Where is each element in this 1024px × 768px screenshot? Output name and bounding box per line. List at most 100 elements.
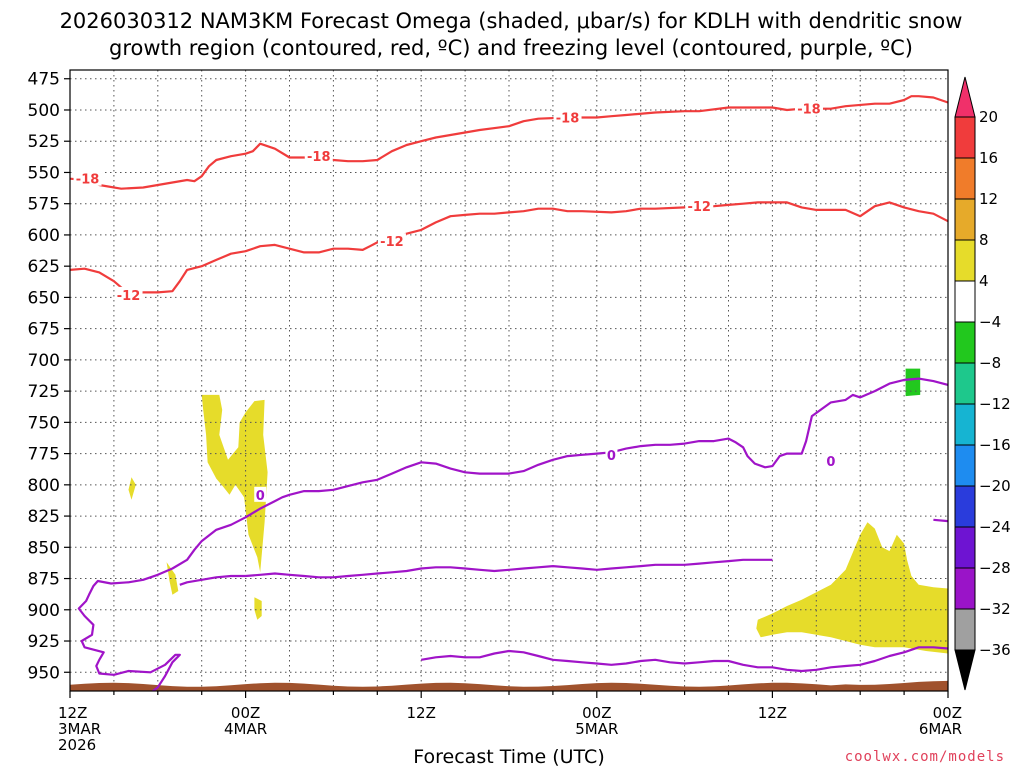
y-tick-label: 625	[28, 257, 60, 277]
contour-label: -12	[117, 289, 141, 304]
contour-label-bg	[304, 148, 333, 164]
contour-label: -18	[556, 111, 580, 126]
y-tick-label: 525	[28, 132, 60, 152]
colorbar-swatch	[954, 444, 976, 487]
y-tick-label: 550	[28, 163, 60, 183]
x-tick-label: 00Z	[582, 704, 611, 722]
x-tick-label: 3MAR	[58, 720, 101, 738]
x-tick-label: 12Z	[407, 704, 436, 722]
contour-line	[179, 558, 773, 586]
contour-line	[70, 201, 948, 295]
contour-line	[421, 646, 948, 673]
contour-label: -12	[687, 200, 711, 215]
omega-shading	[128, 368, 948, 654]
colorbar-swatch	[954, 485, 976, 528]
chart-title-line2: growth region (contoured, red, ºC) and f…	[109, 36, 913, 60]
x-tick-label: 5MAR	[575, 720, 618, 738]
plot-area: -18 -18 -18 -18 -12 -12 -12 0 0 0	[69, 69, 949, 692]
colorbar-swatch	[954, 157, 976, 200]
colorbar-tick-label: 16	[979, 149, 998, 167]
colorbar-tick-label: −20	[979, 477, 1011, 495]
x-tick-label: 12Z	[58, 704, 87, 722]
colorbar-tick-label: −16	[979, 436, 1011, 454]
colorbar-tick-label: 20	[979, 108, 998, 126]
site-credit: coolwx.com/models	[845, 749, 1005, 765]
contour-label: 0	[607, 449, 616, 464]
colorbar-tick-label: −36	[979, 641, 1011, 659]
colorbar-swatch	[954, 526, 976, 569]
chart-title-line1: 2026030312 NAM3KM Forecast Omega (shaded…	[60, 9, 963, 33]
x-tick-label: 12Z	[758, 704, 787, 722]
terrain	[70, 680, 948, 691]
y-tick-label: 875	[28, 570, 60, 590]
y-tick-label: 725	[28, 382, 60, 402]
x-tick-label: 2026	[58, 736, 96, 754]
colorbar-swatch	[954, 280, 976, 323]
contour-label: -12	[380, 235, 404, 250]
contour-label-bg	[73, 170, 102, 186]
omega-shaded-region	[905, 368, 921, 397]
y-tick-label: 850	[28, 538, 60, 558]
y-axis: 475 500 525 550 575 600 625 650 675 700 725 750 775 8…	[28, 70, 70, 683]
colorbar-swatch	[954, 362, 976, 405]
contour-label-bg	[794, 100, 823, 116]
y-tick-label: 775	[28, 445, 60, 465]
y-tick-label: 475	[28, 70, 60, 90]
contour-line	[77, 377, 948, 691]
contour-label-bg	[553, 109, 582, 125]
y-tick-label: 575	[28, 195, 60, 215]
omega-shaded-region	[201, 394, 268, 573]
colorbar-tick-label: −24	[979, 518, 1011, 536]
colorbar-top-arrow	[954, 76, 976, 118]
colorbar-swatch	[954, 403, 976, 446]
colorbar-tick-label: 12	[979, 190, 998, 208]
colorbar-tick-label: 8	[979, 231, 989, 249]
contour-line	[933, 518, 948, 523]
x-tick-label: 6MAR	[919, 720, 962, 738]
contours: -18 -18 -18 -18 -12 -12 -12 0 0 0	[70, 95, 948, 691]
colorbar-tick-label: −12	[979, 395, 1011, 413]
contour-label-bg	[377, 233, 406, 249]
colorbar-swatch	[954, 239, 976, 282]
contour-label-bg	[685, 198, 714, 214]
y-tick-label: 500	[28, 101, 60, 121]
contour-label: 0	[256, 489, 265, 504]
y-tick-label: 900	[28, 601, 60, 621]
contour-label-bg	[824, 453, 837, 469]
colorbar-tick-label: −28	[979, 559, 1011, 577]
y-tick-label: 750	[28, 413, 60, 433]
y-tick-label: 800	[28, 476, 60, 496]
y-tick-label: 700	[28, 351, 60, 371]
colorbar-swatch	[954, 567, 976, 610]
contour-label-bg	[605, 446, 618, 462]
colorbar-tick-label: 4	[979, 272, 989, 290]
colorbar-swatch	[954, 608, 976, 651]
y-tick-label: 650	[28, 288, 60, 308]
x-axis-label: Forecast Time (UTC)	[413, 746, 604, 768]
colorbar-tick-label: −4	[979, 313, 1001, 331]
contour-label-bg	[254, 486, 267, 502]
colorbar-swatch	[954, 321, 976, 364]
colorbar-bottom-arrow	[954, 649, 976, 691]
y-tick-label: 600	[28, 226, 60, 246]
y-tick-label: 950	[28, 663, 60, 683]
y-tick-label: 925	[28, 632, 60, 652]
colorbar: 20 16 12 8 4 −4 −8 −12 −16 −20 −24 −28 −32 −36	[954, 76, 1011, 691]
colorbar-swatch	[954, 198, 976, 241]
omega-shaded-region	[128, 477, 136, 500]
contour-label: -18	[797, 103, 821, 118]
contour-label: 0	[826, 455, 835, 470]
colorbar-swatch	[954, 116, 976, 159]
contour-label: -18	[307, 150, 331, 165]
y-tick-label: 825	[28, 507, 60, 527]
colorbar-tick-label: −32	[979, 600, 1011, 618]
contour-label: -18	[76, 173, 100, 188]
omega-shaded-region	[756, 522, 948, 654]
contour-label-bg	[114, 286, 143, 302]
y-tick-label: 675	[28, 320, 60, 340]
x-tick-label: 4MAR	[224, 720, 267, 738]
x-tick-label: 00Z	[231, 704, 260, 722]
grid	[70, 70, 948, 691]
